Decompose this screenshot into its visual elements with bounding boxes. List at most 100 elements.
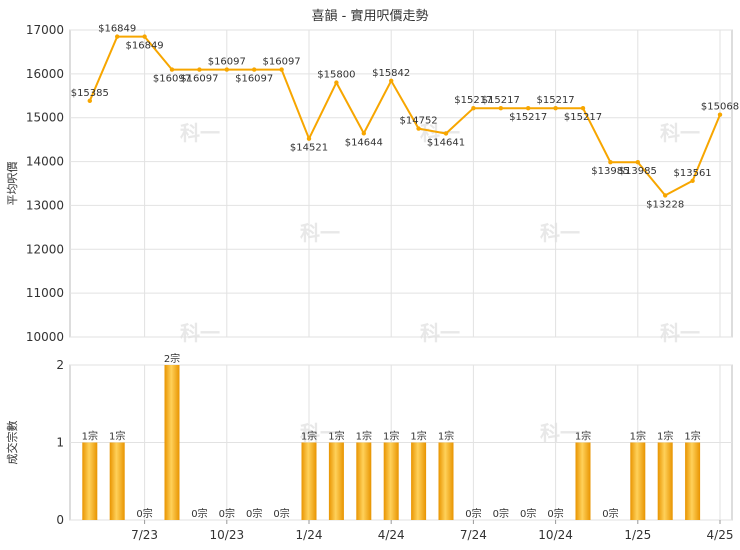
- transaction-label: 0宗: [219, 507, 235, 520]
- price-point: [306, 136, 312, 141]
- price-point: [443, 131, 449, 136]
- price-point: [389, 78, 394, 83]
- price-point: [663, 193, 668, 198]
- price-label: $15217: [509, 112, 547, 123]
- price-point: [142, 34, 147, 39]
- price-point: [334, 80, 339, 85]
- transaction-label: 1宗: [82, 430, 98, 443]
- price-label: $13985: [591, 166, 629, 177]
- transaction-bar: [301, 442, 317, 520]
- transaction-label: 0宗: [465, 507, 481, 520]
- transaction-label: 0宗: [191, 507, 207, 520]
- bar-y-tick-label: 2: [56, 358, 64, 372]
- watermark-text: 科一: [300, 221, 340, 245]
- transaction-label: 1宗: [383, 430, 399, 443]
- price-point: [471, 105, 476, 111]
- transaction-label: 1宗: [109, 430, 125, 443]
- transaction-label: 0宗: [602, 507, 618, 520]
- price-point: [526, 105, 531, 111]
- price-point: [416, 126, 421, 131]
- price-label: $14521: [290, 143, 328, 154]
- price-label: $13985: [619, 166, 657, 177]
- price-label: $15217: [454, 95, 492, 106]
- x-tick-label: 1/25: [624, 528, 651, 542]
- watermark-text: 科一: [540, 421, 580, 445]
- price-point: [279, 67, 284, 72]
- price-label: $15385: [71, 88, 109, 99]
- y-tick-label: 15000: [26, 111, 64, 125]
- price-label: $13561: [674, 168, 712, 179]
- y-tick-label: 12000: [26, 242, 64, 256]
- x-tick-label: 7/23: [131, 528, 158, 542]
- transaction-bar: [328, 442, 344, 520]
- transaction-label: 1宗: [575, 430, 591, 443]
- transaction-label: 0宗: [547, 507, 563, 520]
- price-point: [553, 105, 558, 111]
- y-tick-label: 17000: [26, 23, 64, 37]
- price-label: $16097: [180, 74, 218, 85]
- price-label: $14644: [345, 137, 383, 148]
- transaction-label: 1宗: [356, 430, 372, 443]
- watermark-text: 科一: [660, 321, 700, 345]
- y-tick-label: 10000: [26, 330, 64, 344]
- price-label: $16097: [208, 57, 246, 68]
- price-point: [115, 34, 120, 39]
- price-point: [635, 160, 640, 165]
- transaction-label: 1宗: [438, 430, 454, 443]
- transaction-bar: [109, 442, 125, 520]
- transaction-bar: [164, 365, 180, 520]
- transaction-label: 1宗: [684, 430, 700, 443]
- watermark-text: 科一: [300, 421, 340, 445]
- transaction-label: 1宗: [657, 430, 673, 443]
- transactions-bar-panel: 0 1 2 7/23 10/23 1/24 4/24 7/24 10/24 1/25 4/25 成交宗…: [5, 352, 733, 542]
- price-label: $13228: [646, 199, 684, 210]
- price-point: [717, 112, 723, 117]
- price-label: $15842: [372, 68, 410, 79]
- price-label: $16849: [126, 41, 164, 52]
- price-point: [197, 67, 202, 72]
- transaction-label: 0宗: [136, 507, 152, 520]
- price-line: [88, 35, 721, 197]
- price-line-panel: 10000 11000 12000 13000 14000 15000 16000 17000…: [5, 23, 739, 344]
- transaction-bar: [630, 442, 646, 520]
- transaction-bar: [657, 442, 673, 520]
- price-label: $15217: [537, 95, 575, 106]
- x-tick-label: 4/25: [707, 528, 734, 542]
- price-point: [169, 67, 175, 72]
- y-axis-label: 平均呎價: [5, 162, 19, 206]
- price-label: $15068: [701, 102, 739, 113]
- price-label: $16849: [98, 24, 136, 35]
- transaction-bar: [383, 442, 399, 520]
- price-label: $14752: [400, 116, 438, 127]
- price-label: $15217: [564, 112, 602, 123]
- bar-y-tick-label: 1: [56, 436, 64, 450]
- transaction-bar: [411, 442, 427, 520]
- price-label: $15800: [317, 70, 355, 81]
- price-point: [608, 160, 613, 165]
- transaction-label: 1宗: [301, 430, 317, 443]
- watermark-text: 科一: [180, 121, 220, 145]
- price-label: $16097: [235, 74, 273, 85]
- watermark-text: 科一: [180, 321, 220, 345]
- price-label: $16097: [153, 74, 191, 85]
- bar-y-tick-label: 0: [56, 513, 64, 527]
- price-point: [252, 67, 257, 72]
- y-tick-label: 14000: [26, 155, 64, 169]
- x-tick-label: 10/23: [210, 528, 245, 542]
- price-label: $14641: [427, 137, 465, 148]
- transaction-label: 0宗: [246, 507, 262, 520]
- transaction-label: 0宗: [273, 507, 289, 520]
- y-tick-label: 11000: [26, 286, 64, 300]
- price-label: $15217: [482, 95, 520, 106]
- transaction-label: 0宗: [520, 507, 536, 520]
- chart-title: 喜韻 - 實用呎價走勢: [312, 8, 429, 24]
- price-point: [361, 131, 366, 136]
- transaction-bar: [82, 442, 98, 520]
- transaction-label: 1宗: [410, 430, 426, 443]
- price-point: [87, 98, 93, 104]
- price-point: [690, 178, 695, 184]
- transaction-label: 0宗: [493, 507, 509, 520]
